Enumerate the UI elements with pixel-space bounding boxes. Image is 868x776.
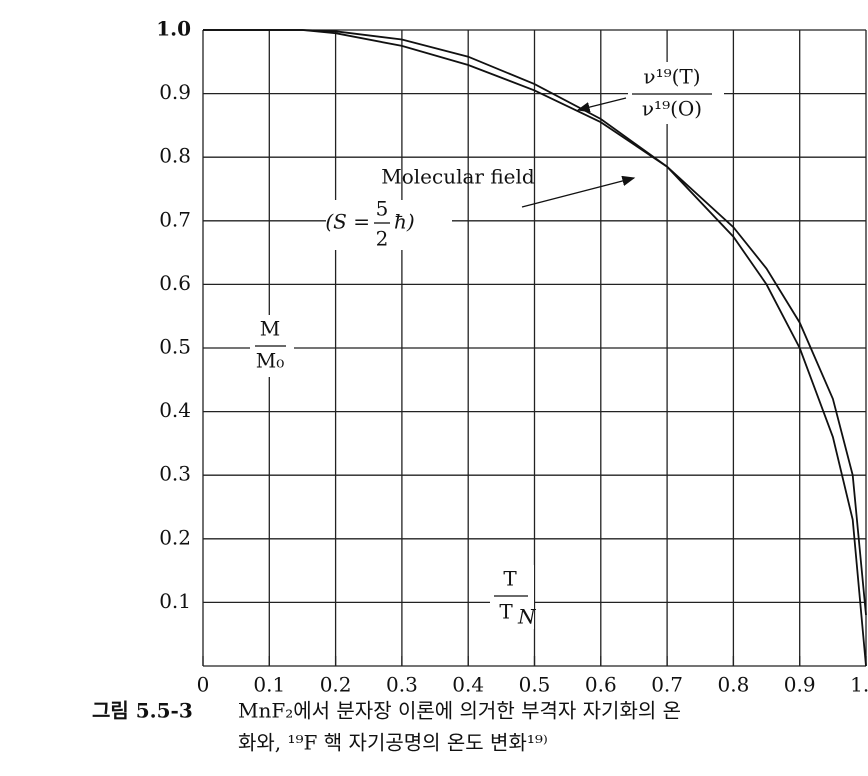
annotation: 2	[376, 227, 389, 251]
label-bg	[490, 565, 534, 629]
series-line	[203, 29, 867, 667]
x-tick-label: 0.6	[585, 673, 617, 697]
y-tick-label: 0.1	[159, 589, 191, 613]
annotation: ħ)	[394, 210, 415, 234]
annotation: Molecular field	[381, 165, 535, 189]
y-tick-label: 1.0	[156, 17, 191, 41]
x-tick-label: 0.9	[784, 673, 816, 697]
label-bg	[326, 200, 452, 250]
caption-label: 그림 5.5-3	[92, 699, 193, 723]
x-tick-label: 0.7	[651, 673, 683, 697]
x-tick-label: 0.4	[452, 673, 484, 697]
y-tick-label: 0.5	[159, 335, 191, 359]
y-axis-label: M₀	[256, 349, 285, 373]
arrow	[521, 175, 636, 208]
x-axis-label: T	[499, 600, 513, 624]
x-tick-label: 0.1	[253, 673, 285, 697]
caption: MnF₂에서 분자장 이론에 의거한 부격자 자기화의 온	[238, 699, 681, 723]
caption: 화와, ¹⁹F 핵 자기공명의 온도 변화¹⁹⁾	[238, 731, 548, 755]
annotation: 5	[376, 197, 389, 221]
y-tick-label: 0.7	[159, 207, 191, 231]
x-tick-label: 0.2	[320, 673, 352, 697]
y-tick-label: 0.8	[159, 144, 191, 168]
y-tick-label: 0.2	[159, 525, 191, 549]
annotation: ν¹⁹(T)	[643, 65, 700, 89]
x-tick-label: 0.5	[519, 673, 551, 697]
annotation: ν¹⁹(O)	[642, 97, 702, 121]
y-axis-label: M	[260, 317, 280, 341]
y-tick-label: 0.6	[159, 271, 191, 295]
arrow	[576, 97, 627, 113]
annotation: (S =	[325, 210, 370, 234]
x-axis-label: T	[503, 567, 517, 591]
x-axis-label: N	[517, 605, 537, 629]
x-tick-label: 0	[197, 673, 210, 697]
x-tick-label: 0.3	[386, 673, 418, 697]
label-bg	[628, 62, 724, 124]
y-tick-label: 0.3	[159, 462, 191, 486]
x-tick-label: 0.8	[717, 673, 749, 697]
y-tick-label: 0.9	[159, 80, 191, 104]
x-tick-label: 1.0	[850, 673, 868, 697]
y-tick-label: 0.4	[159, 398, 191, 422]
